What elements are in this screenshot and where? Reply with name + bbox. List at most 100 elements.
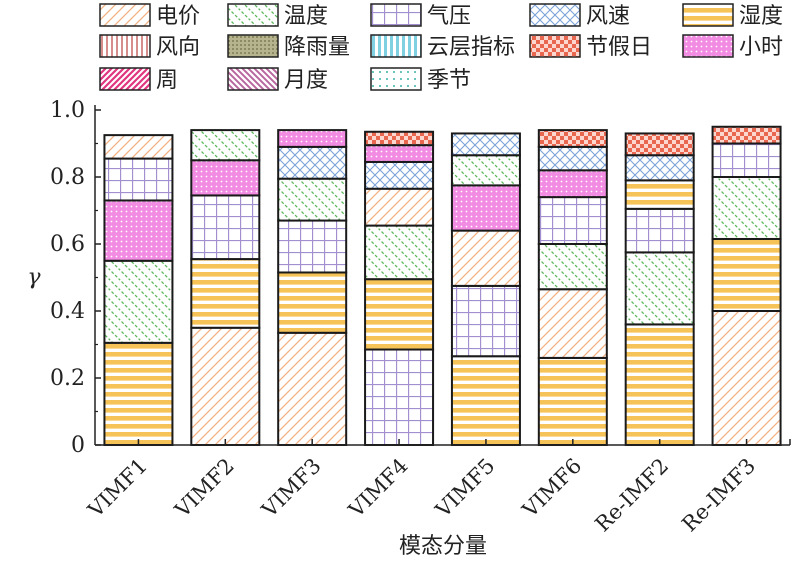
bar-segment: [103, 199, 174, 262]
bar-stack: [537, 129, 608, 446]
legend-item: 小时: [682, 34, 783, 60]
legend-swatch: [529, 3, 581, 27]
legend-item: 周: [99, 67, 178, 93]
legend-label: 季节: [427, 68, 471, 93]
y-tick-label: 0.4: [50, 299, 85, 324]
bar-stack: [624, 132, 695, 446]
bar-segment: [364, 348, 435, 446]
bar-segment: [364, 224, 435, 281]
legend-swatch: [99, 3, 151, 27]
bar-segment: [103, 341, 174, 447]
x-tick-label: VIMF1: [83, 454, 152, 523]
x-tick-label: Re-IMF2: [590, 454, 673, 537]
bar-segment: [190, 258, 261, 329]
bar-stack: [364, 130, 435, 446]
x-tick-label: VIMF3: [256, 454, 325, 523]
bar-segment: [190, 326, 261, 446]
legend-swatch: [99, 34, 151, 58]
legend-item: 气压: [370, 3, 471, 29]
bar-segment: [364, 187, 435, 227]
bar-segment: [364, 144, 435, 163]
bar-stack: [711, 125, 782, 446]
bar-segment: [711, 310, 782, 446]
bar-segment: [450, 229, 521, 287]
bar-segment: [537, 288, 608, 359]
bar-segment: [364, 278, 435, 351]
legend-item: 降雨量: [227, 34, 350, 60]
bar-segment: [624, 207, 695, 254]
legend-label: 小时: [739, 35, 783, 60]
y-axis-label: γ: [27, 265, 41, 290]
y-tick-label: 0.2: [50, 366, 85, 391]
legend-label: 气压: [427, 4, 471, 29]
legend-label: 周: [156, 68, 178, 93]
bar-segment: [537, 129, 608, 148]
bar-segment: [450, 284, 521, 358]
x-tick-label: VIMF5: [430, 454, 499, 523]
bar-segment: [624, 154, 695, 182]
x-tick-label: VIMF4: [343, 454, 412, 523]
bar-segment: [450, 355, 521, 447]
legend-swatch: [99, 67, 151, 91]
bar-segment: [277, 271, 348, 334]
legend-item: 云层指标: [370, 34, 515, 60]
bar-segment: [450, 184, 521, 232]
bar-segment: [624, 251, 695, 326]
legend-swatch: [227, 67, 279, 91]
bar-segment: [277, 129, 348, 148]
legend-label: 风向: [156, 35, 200, 60]
y-tick-label: 1.0: [50, 98, 85, 123]
x-tick-label: Re-IMF3: [677, 454, 760, 537]
legend-item: 风速: [529, 3, 630, 29]
bar-segment: [103, 134, 174, 160]
bar-segment: [537, 169, 608, 199]
bar-segment: [537, 243, 608, 291]
legend-item: 节假日: [529, 34, 652, 60]
legend-item: 季节: [370, 67, 471, 93]
legend-label: 月度: [284, 68, 328, 93]
legend-label: 降雨量: [284, 35, 350, 60]
bar-segment: [624, 132, 695, 157]
bar-segment: [190, 159, 261, 197]
bar-segment: [624, 323, 695, 446]
bar-segment: [190, 194, 261, 261]
bar-stack: [103, 134, 174, 447]
bar-segment: [103, 157, 174, 202]
legend-label: 云层指标: [427, 35, 515, 60]
bar-segment: [364, 160, 435, 190]
bar-segment: [711, 125, 782, 145]
bar-segment: [711, 176, 782, 240]
bar-segment: [450, 132, 521, 157]
plot-area: [103, 125, 782, 447]
bar-stack: [450, 132, 521, 447]
bar-segment: [711, 237, 782, 313]
legend-item: 电价: [99, 3, 200, 29]
y-tick-label: 0: [71, 433, 85, 458]
bar-stack: [190, 129, 261, 446]
legend-swatch: [682, 3, 734, 27]
legend-label: 节假日: [586, 35, 652, 60]
bar-segment: [450, 154, 521, 187]
bar-segment: [103, 259, 174, 344]
legend-item: 湿度: [682, 3, 783, 29]
legend-swatch: [529, 34, 581, 58]
legend-label: 风速: [586, 4, 630, 29]
legend-item: 温度: [227, 3, 328, 29]
bar-stack: [277, 129, 348, 446]
bar-segment: [711, 142, 782, 178]
legend-label: 电价: [156, 4, 200, 29]
legend-item: 风向: [99, 34, 200, 60]
x-axis-label: 模态分量: [399, 534, 487, 559]
x-tick-label: VIMF6: [517, 454, 586, 523]
bar-segment: [277, 177, 348, 222]
bar-segment: [277, 145, 348, 180]
bar-segment: [537, 196, 608, 246]
x-tick-label: VIMF2: [170, 454, 239, 523]
legend-swatch: [370, 3, 422, 27]
y-tick-label: 0.6: [50, 232, 85, 257]
legend-swatch: [370, 67, 422, 91]
legend-label: 湿度: [739, 4, 783, 29]
y-tick-label: 0.8: [50, 165, 85, 190]
bar-segment: [364, 130, 435, 147]
